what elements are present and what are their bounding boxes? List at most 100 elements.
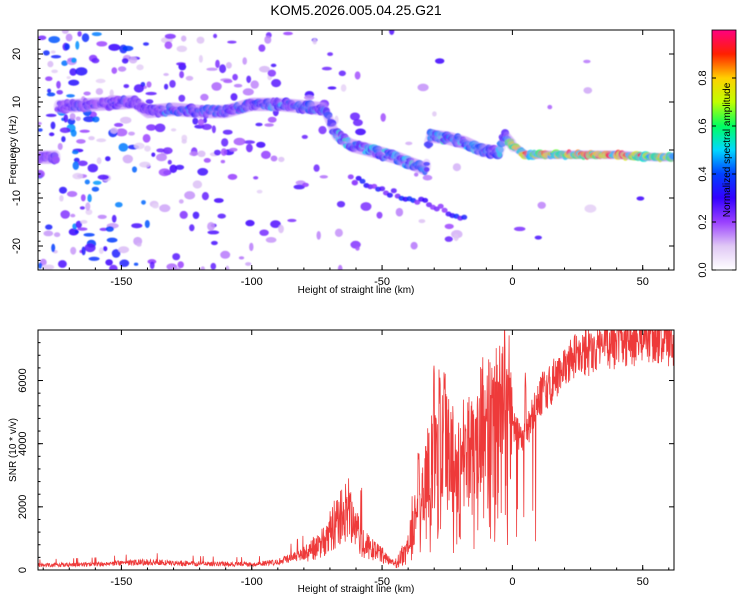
heatmap-cell — [261, 150, 271, 159]
heatmap-cell — [144, 145, 151, 152]
heatmap-cell — [76, 139, 86, 144]
heatmap-cell — [405, 141, 413, 146]
heatmap-cell — [83, 91, 91, 96]
heatmap-cell — [192, 117, 199, 125]
heatmap-cell — [66, 94, 75, 98]
heatmap-cell — [264, 35, 272, 44]
heatmap-cell — [302, 182, 309, 187]
heatmap-cell — [122, 45, 134, 52]
heatmap-cell — [217, 213, 226, 219]
heatmap-cell — [583, 87, 593, 94]
heatmap-cell — [668, 152, 674, 162]
heatmap-cell — [270, 220, 281, 229]
heatmap-cell — [198, 55, 203, 63]
heatmap-cell — [395, 207, 404, 217]
heatmap-cell — [246, 143, 253, 153]
heatmap-cell — [121, 58, 129, 64]
heatmap-cell — [57, 143, 63, 150]
heatmap-cell — [256, 141, 266, 148]
heatmap-cell — [139, 161, 151, 168]
heatmap-cell — [51, 150, 61, 165]
heatmap-cell — [192, 180, 203, 189]
heatmap-cell — [164, 83, 169, 90]
heatmap-cell — [114, 122, 124, 127]
heatmap-cell — [106, 237, 118, 243]
heatmap-cell — [584, 204, 597, 213]
heatmap-cell — [360, 202, 372, 211]
heatmap-cell — [537, 201, 546, 209]
heatmap-x-axis-label: Height of straight line (km) — [298, 285, 415, 296]
heatmap-cell — [256, 189, 263, 194]
heatmap-cell — [210, 262, 217, 270]
heatmap-cell — [238, 256, 245, 260]
heatmap-cell — [133, 262, 139, 266]
heatmap-cell — [287, 218, 297, 223]
heatmap-cell — [207, 230, 220, 235]
heatmap-cell — [64, 43, 70, 50]
heatmap-cell — [146, 81, 152, 88]
heatmap-cell — [215, 59, 220, 69]
heatmap-cell — [316, 231, 321, 240]
heatmap-cell — [452, 163, 461, 172]
snr-x-tick-label: 0 — [509, 576, 515, 588]
heatmap-x-tick-label: -150 — [110, 276, 132, 288]
heatmap-cell — [146, 124, 157, 131]
heatmap-cell — [115, 202, 123, 208]
snr-plot-area — [38, 330, 674, 569]
heatmap-cell — [245, 219, 255, 227]
heatmap-cell — [336, 201, 346, 208]
heatmap-cell — [105, 226, 114, 232]
snr-x-tick-label: -50 — [374, 576, 390, 588]
heatmap-cell — [197, 150, 206, 158]
heatmap-cell — [88, 256, 100, 261]
heatmap-x-tick-label: -50 — [374, 276, 390, 288]
heatmap-cell — [318, 126, 327, 135]
heatmap-cell — [255, 122, 263, 127]
snr-x-tick-label: -100 — [241, 576, 263, 588]
heatmap-cell — [81, 33, 90, 43]
heatmap-cell — [232, 73, 238, 81]
heatmap-cell — [189, 224, 195, 232]
heatmap-cell — [50, 55, 62, 59]
heatmap-cell — [49, 132, 55, 137]
heatmap-cell — [376, 211, 383, 219]
heatmap-cell — [128, 131, 135, 136]
heatmap-cell — [170, 128, 177, 132]
heatmap-cell — [65, 33, 73, 42]
heatmap-cell — [278, 156, 285, 163]
heatmap-cell — [213, 149, 221, 156]
heatmap-cell — [353, 119, 363, 127]
heatmap-cell — [145, 91, 157, 96]
heatmap-cell — [162, 147, 173, 155]
heatmap-cell — [66, 191, 78, 197]
heatmap-cell — [206, 67, 218, 71]
heatmap-x-tick-label: 0 — [509, 276, 515, 288]
heatmap-cell — [179, 71, 185, 79]
heatmap-cell — [304, 95, 315, 101]
snr-x-tick-label: 50 — [637, 576, 649, 588]
heatmap-cell — [245, 262, 252, 266]
heatmap-cell — [141, 200, 146, 205]
heatmap-cell — [175, 164, 185, 170]
heatmap-cell — [95, 88, 104, 95]
snr-y-axis-label: SNR (10 * v/v) — [8, 418, 19, 482]
heatmap-cell — [111, 214, 117, 223]
heatmap-cell — [158, 168, 171, 177]
heatmap-blobs — [38, 30, 674, 270]
heatmap-cell — [53, 232, 61, 238]
heatmap-cell — [84, 179, 90, 185]
heatmap-cell — [73, 157, 80, 163]
heatmap-cell — [97, 174, 110, 180]
snr-y-tick-label: 6000 — [17, 368, 29, 392]
heatmap-cell — [59, 195, 64, 202]
heatmap-cell — [547, 104, 553, 110]
heatmap-cell — [38, 35, 47, 41]
heatmap-cell — [72, 161, 80, 170]
heatmap-y-tick-label: -20 — [11, 238, 23, 254]
heatmap-cell — [410, 241, 418, 250]
heatmap-cell — [91, 186, 100, 192]
heatmap-cell — [185, 75, 194, 81]
heatmap-cell — [351, 180, 358, 186]
heatmap-cell — [70, 129, 77, 137]
